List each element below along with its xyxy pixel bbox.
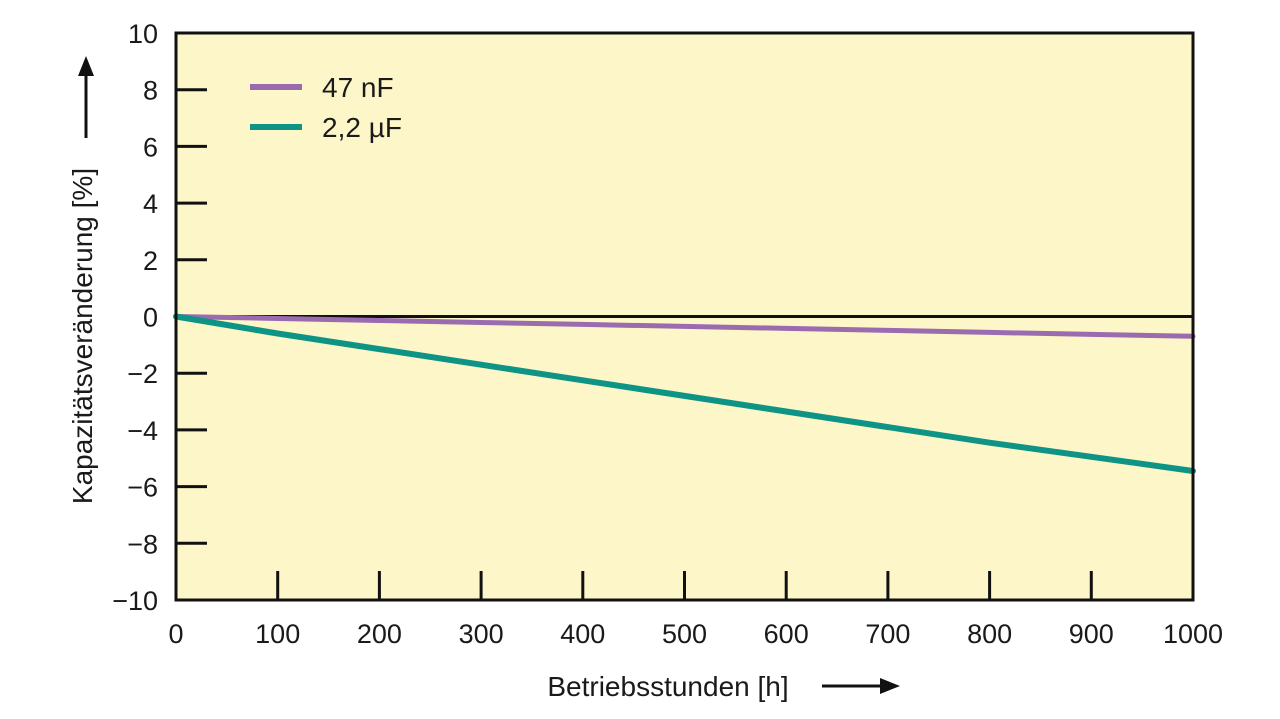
y-tick-label: −8: [127, 529, 158, 559]
y-tick-label: 8: [143, 76, 158, 106]
x-tick-label: 300: [459, 619, 504, 649]
y-tick-label: −2: [127, 359, 158, 389]
x-tick-label: 400: [560, 619, 605, 649]
y-tick-label: 0: [143, 303, 158, 333]
legend-label: 2,2 µF: [322, 112, 402, 143]
y-tick-label: −6: [127, 473, 158, 503]
x-tick-label: 500: [662, 619, 707, 649]
x-tick-label: 1000: [1163, 619, 1223, 649]
x-tick-label: 0: [168, 619, 183, 649]
y-axis-arrow-icon: [78, 56, 94, 138]
x-tick-label: 600: [764, 619, 809, 649]
legend: 47 nF 2,2 µF: [250, 72, 402, 143]
y-tick-label: 10: [128, 19, 158, 49]
x-tick-label: 800: [967, 619, 1012, 649]
series-line-2: [173, 313, 1196, 474]
y-tick-label: 4: [143, 189, 158, 219]
x-axis: 0 100 200 300 400 500 600 700 800 900 1000: [168, 571, 1223, 649]
y-axis: 10 8 6 4 2 0 −2 −4 −6 −8 −10: [112, 19, 207, 616]
plot-frame: [174, 31, 1195, 602]
y-axis-label: Kapazitätsveränderung [%]: [67, 168, 98, 504]
series-lines: [173, 313, 1196, 474]
y-tick-label: 6: [143, 132, 158, 162]
arrow-head: [880, 678, 900, 694]
x-axis-arrow-icon: [822, 678, 900, 694]
x-tick-label: 900: [1069, 619, 1114, 649]
series-line-1: [173, 314, 1196, 339]
y-tick-label: −10: [112, 586, 158, 616]
legend-label: 47 nF: [322, 72, 394, 103]
x-tick-label: 200: [357, 619, 402, 649]
x-tick-label: 100: [255, 619, 300, 649]
y-tick-label: −4: [127, 416, 158, 446]
arrow-head: [78, 56, 94, 76]
x-tick-label: 700: [865, 619, 910, 649]
y-tick-label: 2: [143, 246, 158, 276]
x-axis-label: Betriebsstunden [h]: [547, 671, 788, 702]
